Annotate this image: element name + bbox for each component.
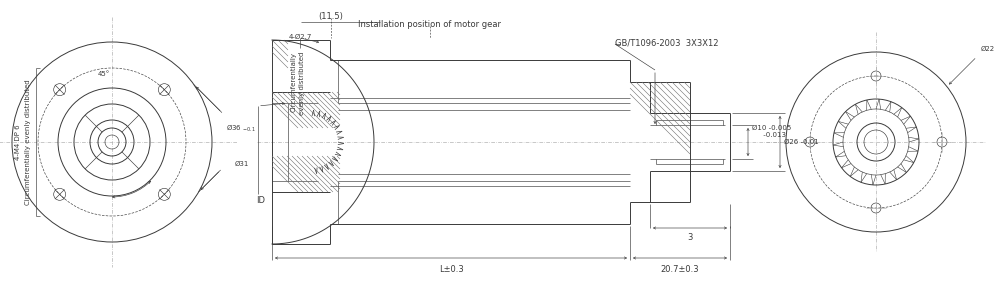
Text: Ø10 -0.005
     -0.013: Ø10 -0.005 -0.013 xyxy=(752,125,791,138)
Text: Installation position of motor gear: Installation position of motor gear xyxy=(358,20,502,29)
Text: (11.5): (11.5) xyxy=(319,12,343,21)
Text: Circumferentially evenly distributed: Circumferentially evenly distributed xyxy=(25,79,31,205)
Text: Ø26 -0.01: Ø26 -0.01 xyxy=(784,139,819,145)
Text: 45°: 45° xyxy=(98,71,110,77)
Text: L±0.3: L±0.3 xyxy=(439,266,463,275)
Text: ID: ID xyxy=(256,196,265,205)
Text: GB/T1096-2003  3X3X12: GB/T1096-2003 3X3X12 xyxy=(615,38,718,47)
Text: 3: 3 xyxy=(687,233,693,243)
Text: 4-M4 DP 6: 4-M4 DP 6 xyxy=(15,124,21,160)
Text: 20.7±0.3: 20.7±0.3 xyxy=(661,266,699,275)
Text: evenly distributed: evenly distributed xyxy=(299,52,305,115)
Text: Ø22: Ø22 xyxy=(981,46,995,52)
Text: Ø31: Ø31 xyxy=(235,161,249,167)
Text: Circumferentially: Circumferentially xyxy=(291,52,297,112)
Text: Ø36 $_{-0.1}$: Ø36 $_{-0.1}$ xyxy=(226,123,256,134)
Text: 4-Ø2.7: 4-Ø2.7 xyxy=(288,34,312,40)
